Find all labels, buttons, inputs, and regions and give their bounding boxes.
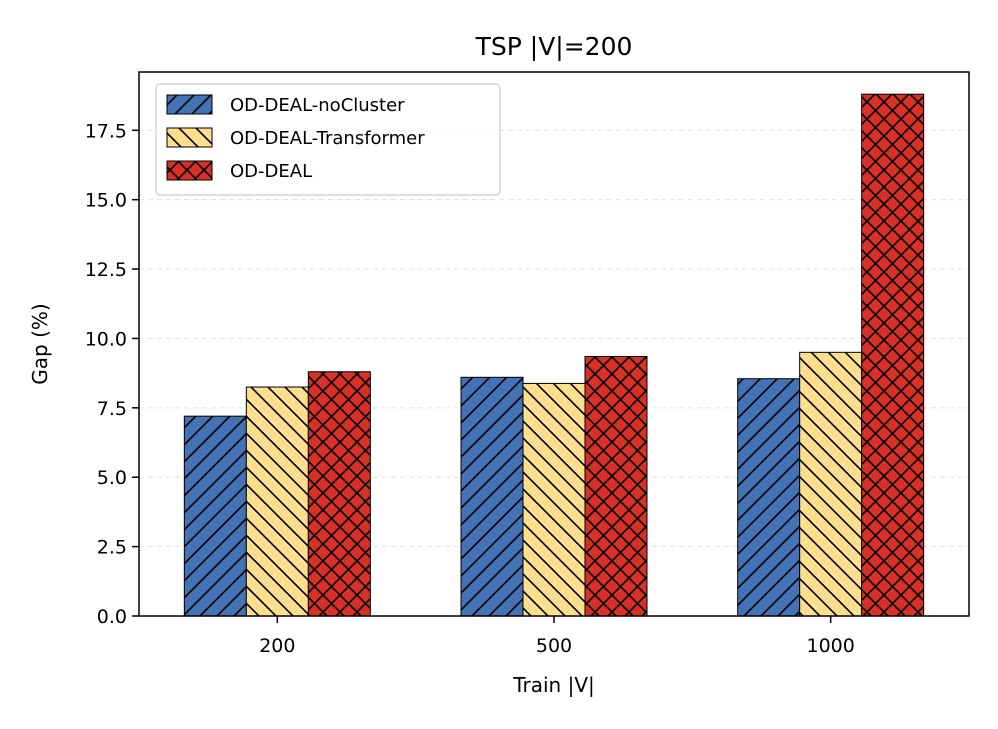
bar-OD-DEAL-noCluster-500 — [460, 376, 524, 617]
chart-title: TSP |V|=200 — [475, 32, 633, 61]
y-axis-ticks: 0.0 2.5 5.0 7.5 10.0 12.5 15.0 17.5 — [85, 120, 139, 628]
bar-OD-DEAL-Transformer-200 — [245, 386, 309, 617]
x-axis-label: Train |V| — [512, 673, 595, 697]
bar-OD-DEAL-noCluster-200 — [183, 415, 247, 617]
y-tick-label: 5.0 — [97, 467, 127, 489]
x-tick-label: 500 — [536, 635, 572, 657]
bar-OD-DEAL-200 — [307, 371, 371, 617]
x-axis-ticks: 200 500 1000 — [259, 616, 855, 657]
bars — [183, 93, 925, 617]
y-tick-label: 17.5 — [85, 120, 127, 142]
y-tick-label: 12.5 — [85, 259, 127, 281]
legend-label-OD-DEAL-noCluster: OD-DEAL-noCluster — [230, 95, 405, 116]
legend-swatch-OD-DEAL-Transformer — [166, 127, 213, 148]
y-tick-label: 7.5 — [97, 398, 127, 420]
legend-swatch-OD-DEAL-noCluster — [166, 94, 213, 115]
bar-OD-DEAL-noCluster-1000 — [737, 378, 801, 617]
bar-OD-DEAL-Transformer-500 — [522, 382, 586, 617]
y-tick-label: 0.0 — [97, 606, 127, 628]
y-tick-label: 10.0 — [85, 328, 127, 350]
bar-OD-DEAL-1000 — [861, 93, 925, 617]
legend: OD-DEAL-noCluster OD-DEAL-Transformer OD-D… — [155, 83, 501, 196]
x-tick-label: 1000 — [806, 635, 854, 657]
x-tick-label: 200 — [259, 635, 295, 657]
y-tick-label: 15.0 — [85, 190, 127, 212]
bar-OD-DEAL-Transformer-1000 — [799, 351, 863, 617]
y-tick-label: 2.5 — [97, 537, 127, 559]
legend-box — [155, 83, 501, 196]
y-axis-label: Gap (%) — [28, 303, 52, 384]
legend-label-OD-DEAL-Transformer: OD-DEAL-Transformer — [230, 128, 425, 149]
legend-label-OD-DEAL: OD-DEAL — [230, 161, 312, 182]
bar-OD-DEAL-500 — [584, 355, 648, 617]
legend-swatch-OD-DEAL — [166, 160, 213, 181]
